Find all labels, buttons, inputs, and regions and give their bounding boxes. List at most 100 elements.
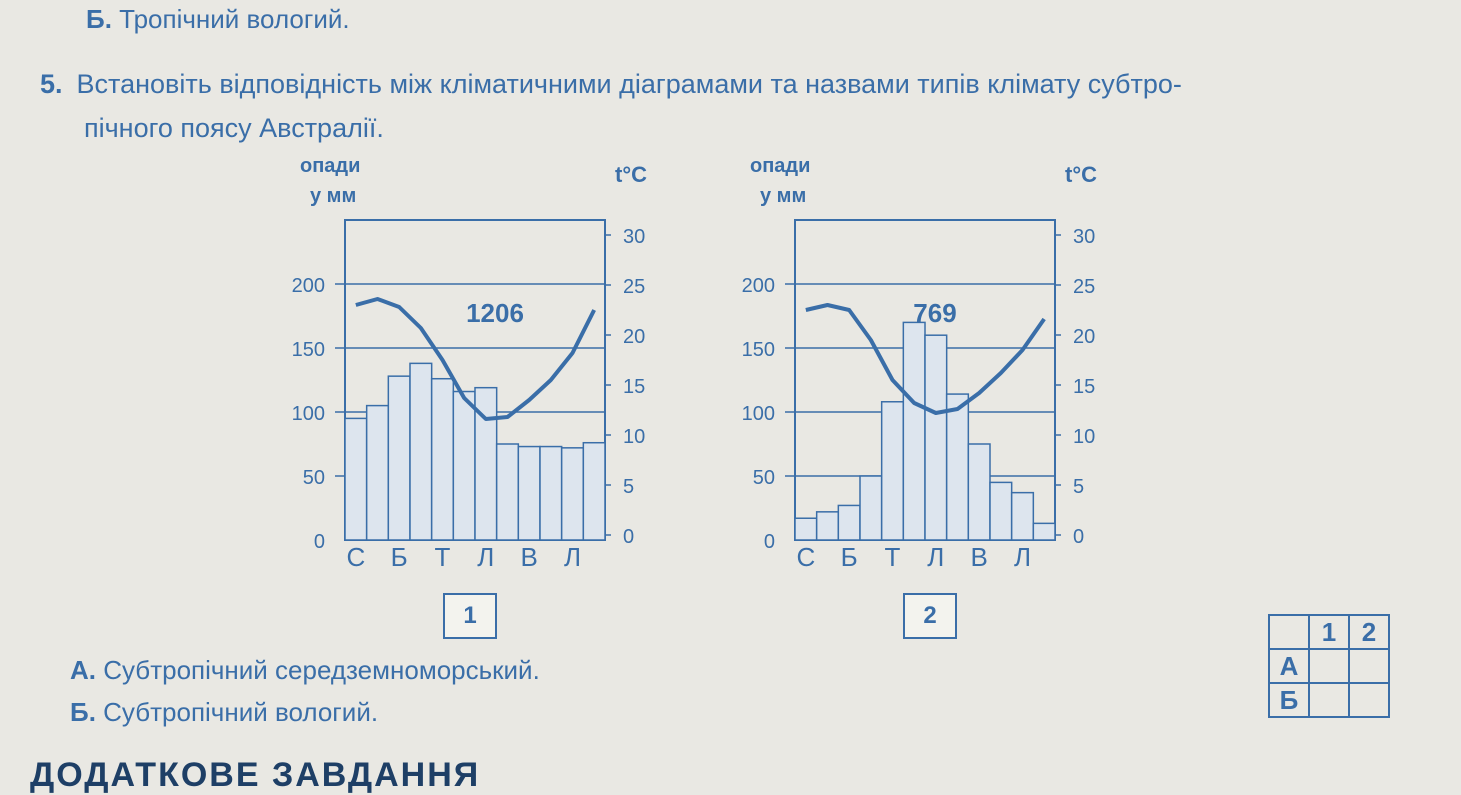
- question-text-line2: пічного поясу Австралії.: [84, 113, 384, 143]
- annual-precipitation-total: 1206: [466, 298, 524, 328]
- precip-tick-label: 200: [742, 275, 775, 297]
- precip-tick-label: 150: [742, 339, 775, 361]
- answer-grid-corner: [1268, 614, 1310, 650]
- precip-bar: [344, 417, 368, 541]
- precip-tick-label: 50: [303, 467, 325, 489]
- answer-cell-a2[interactable]: [1348, 648, 1390, 684]
- month-label: В: [520, 542, 537, 572]
- precip-bar: [1032, 522, 1056, 541]
- month-label: Л: [564, 542, 581, 572]
- month-label: Л: [927, 542, 944, 572]
- left-axis-unit: у мм: [310, 185, 356, 207]
- option-b-letter: Б.: [70, 697, 96, 727]
- question-text-line1: Встановіть відповідність між кліматичним…: [76, 69, 1182, 99]
- previous-answer-letter: Б.: [86, 4, 112, 34]
- precip-bar: [387, 375, 411, 541]
- temp-tick-label: 10: [1073, 426, 1095, 448]
- temperature-line: [805, 303, 1046, 415]
- answer-cell-b1[interactable]: [1308, 682, 1350, 718]
- answer-cell-a1[interactable]: [1308, 648, 1350, 684]
- chart-1-number: 1: [463, 602, 477, 629]
- answer-grid-row-b: Б: [1268, 682, 1310, 718]
- climate-chart-1: опади у мм t°C 200 150 100 50 0 30 25 20 15 10 5 0 1206…: [270, 140, 690, 585]
- answer-cell-b2[interactable]: [1348, 682, 1390, 718]
- month-label: С: [796, 542, 815, 572]
- month-label: Б: [841, 542, 858, 572]
- precip-bar: [815, 511, 840, 541]
- temp-tick-label: 20: [623, 326, 645, 348]
- month-label: Л: [477, 542, 494, 572]
- precip-bar: [517, 445, 541, 541]
- month-label: В: [970, 542, 987, 572]
- option-a-letter: А.: [70, 655, 96, 685]
- answer-grid-col-2: 2: [1348, 614, 1390, 650]
- precip-bar: [859, 475, 883, 541]
- answer-grid-row-a: А: [1268, 648, 1310, 684]
- temp-tick-label: 30: [623, 226, 645, 248]
- previous-answer-text: Тропічний вологий.: [119, 4, 350, 34]
- precip-bar: [582, 441, 606, 541]
- precip-bar: [430, 377, 455, 541]
- climate-chart-2: опади у мм t°C 200 150 100 50 0 30 25 20 15 10 5 0 769 С…: [720, 140, 1140, 585]
- precip-tick-label: 0: [764, 531, 775, 553]
- precip-tick-label: 200: [292, 275, 325, 297]
- temp-tick-label: 25: [623, 276, 645, 298]
- temp-tick-label: 10: [623, 426, 645, 448]
- precip-tick-label: 50: [753, 467, 775, 489]
- precip-bar: [945, 393, 970, 541]
- option-a-text: Субтропічний середземноморський.: [103, 655, 540, 685]
- precip-bar: [560, 447, 585, 541]
- precip-bar: [924, 334, 948, 541]
- temp-tick-label: 15: [623, 376, 645, 398]
- left-axis-label: опади: [750, 155, 810, 177]
- previous-answer: Б. Тропічний вологий.: [86, 4, 350, 35]
- answer-grid: 1 2 А Б: [1268, 614, 1390, 718]
- precip-tick-label: 100: [742, 403, 775, 425]
- precip-bar: [902, 321, 926, 541]
- precip-bar: [880, 401, 905, 541]
- temp-tick-label: 30: [1073, 226, 1095, 248]
- precip-tick-label: 100: [292, 403, 325, 425]
- left-axis-label: опади: [300, 155, 360, 177]
- precip-bar: [967, 443, 991, 541]
- month-label: Т: [885, 542, 901, 572]
- option-b-text: Субтропічний вологий.: [103, 697, 379, 727]
- precip-bar: [837, 504, 861, 541]
- temp-tick-label: 15: [1073, 376, 1095, 398]
- precip-bar: [1010, 491, 1035, 541]
- right-axis-label: t°C: [615, 162, 647, 187]
- question-5: 5. Встановіть відповідність між кліматичн…: [40, 62, 1400, 150]
- chart-2-number-box: 2: [903, 593, 957, 639]
- option-b: Б. Субтропічний вологий.: [70, 697, 378, 728]
- temp-tick-label: 5: [623, 476, 634, 498]
- precip-bar: [452, 390, 476, 541]
- month-label: Л: [1014, 542, 1031, 572]
- precip-bar: [409, 362, 433, 541]
- option-a: А. Субтропічний середземноморський.: [70, 655, 540, 686]
- month-label: С: [346, 542, 365, 572]
- annual-precipitation-total: 769: [913, 298, 956, 328]
- right-axis-label: t°C: [1065, 162, 1097, 187]
- question-number: 5.: [40, 69, 63, 99]
- temp-tick-label: 20: [1073, 326, 1095, 348]
- precip-bar: [794, 517, 818, 541]
- precip-bar: [495, 443, 520, 541]
- precip-bar: [539, 445, 563, 541]
- month-label: Т: [435, 542, 451, 572]
- precip-tick-label: 150: [292, 339, 325, 361]
- temp-tick-label: 5: [1073, 476, 1084, 498]
- precip-tick-label: 0: [314, 531, 325, 553]
- month-label: Б: [391, 542, 408, 572]
- temp-tick-label: 0: [1073, 526, 1084, 548]
- temperature-line: [355, 297, 596, 421]
- answer-grid-col-1: 1: [1308, 614, 1350, 650]
- chart-2-number: 2: [923, 602, 937, 629]
- precip-bar: [365, 404, 390, 541]
- left-axis-unit: у мм: [760, 185, 806, 207]
- temp-tick-label: 25: [1073, 276, 1095, 298]
- temp-tick-label: 0: [623, 526, 634, 548]
- precip-bar: [989, 481, 1013, 541]
- chart-1-number-box: 1: [443, 593, 497, 639]
